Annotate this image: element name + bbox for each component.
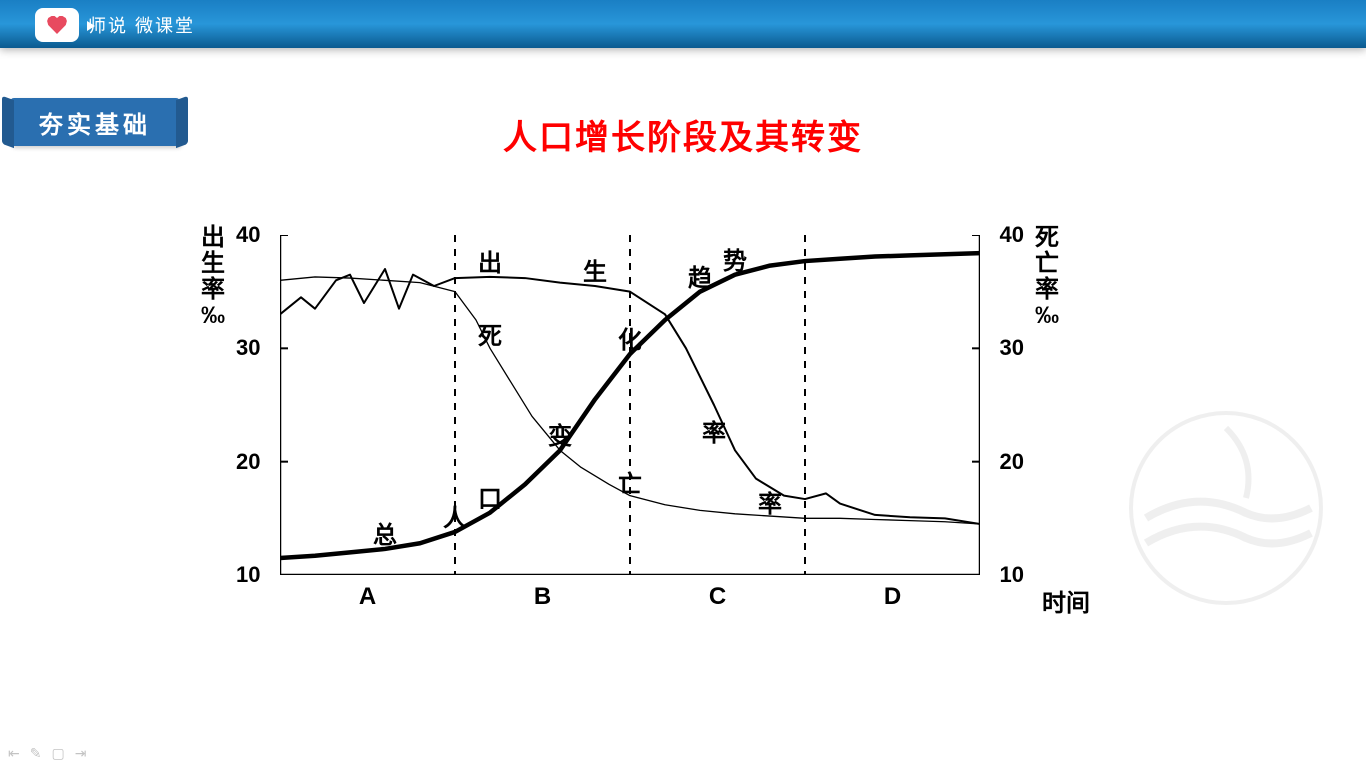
xtick: C xyxy=(709,583,726,611)
ytick-right: 20 xyxy=(1000,449,1024,475)
x-axis-label: 时间 xyxy=(1042,583,1090,618)
xtick: D xyxy=(884,583,901,611)
first-icon[interactable]: ⇤ xyxy=(8,745,20,762)
curve-label: 总 xyxy=(373,515,397,550)
curve-label: 变 xyxy=(548,416,572,451)
page-title: 人口增长阶段及其转变 xyxy=(503,110,863,159)
curve-label: 死 xyxy=(478,316,502,351)
xtick: A xyxy=(359,583,376,611)
watermark-icon xyxy=(1126,408,1326,608)
curve-label: 亡 xyxy=(618,464,642,499)
header-bar: 师说 微课堂 xyxy=(0,0,1366,48)
y-left-label: 出生率‰ xyxy=(200,225,226,329)
ytick-left: 30 xyxy=(236,335,260,361)
curve-label: 率 xyxy=(702,413,726,448)
ytick-left: 20 xyxy=(236,449,260,475)
curve-label: 化 xyxy=(618,320,642,355)
brand-text: 师说 微课堂 xyxy=(88,12,195,38)
ribbon-label: 夯实基础 xyxy=(39,105,151,140)
curve-label: 趋 xyxy=(688,258,712,293)
logo xyxy=(35,8,79,42)
prev-icon[interactable]: ✎ xyxy=(30,745,42,762)
curve-label: 人 xyxy=(443,498,467,533)
plot-area: 出生率死亡率总人口变化趋势 xyxy=(280,235,980,575)
ytick-right: 10 xyxy=(1000,562,1024,588)
ytick-right: 30 xyxy=(1000,335,1024,361)
section-ribbon: 夯实基础 xyxy=(10,98,180,146)
curve-label: 口 xyxy=(478,479,502,514)
menu-icon[interactable]: ▢ xyxy=(51,745,64,762)
curve-label: 生 xyxy=(583,252,607,287)
curve-label: 势 xyxy=(723,241,747,276)
slide-nav[interactable]: ⇤ ✎ ▢ ⇥ xyxy=(8,745,86,762)
next-icon[interactable]: ⇥ xyxy=(75,745,87,762)
heart-icon xyxy=(46,15,68,35)
ytick-left: 10 xyxy=(236,562,260,588)
y-right-label: 死亡率‰ xyxy=(1034,225,1060,329)
curve-label: 出 xyxy=(478,243,502,278)
chart: 出生率‰ 死亡率‰ 10203040 10203040 出生率死亡率总人口变化趋… xyxy=(200,225,1060,645)
ytick-right: 40 xyxy=(1000,222,1024,248)
ytick-left: 40 xyxy=(236,222,260,248)
xtick: B xyxy=(534,583,551,611)
curve-label: 率 xyxy=(758,484,782,519)
